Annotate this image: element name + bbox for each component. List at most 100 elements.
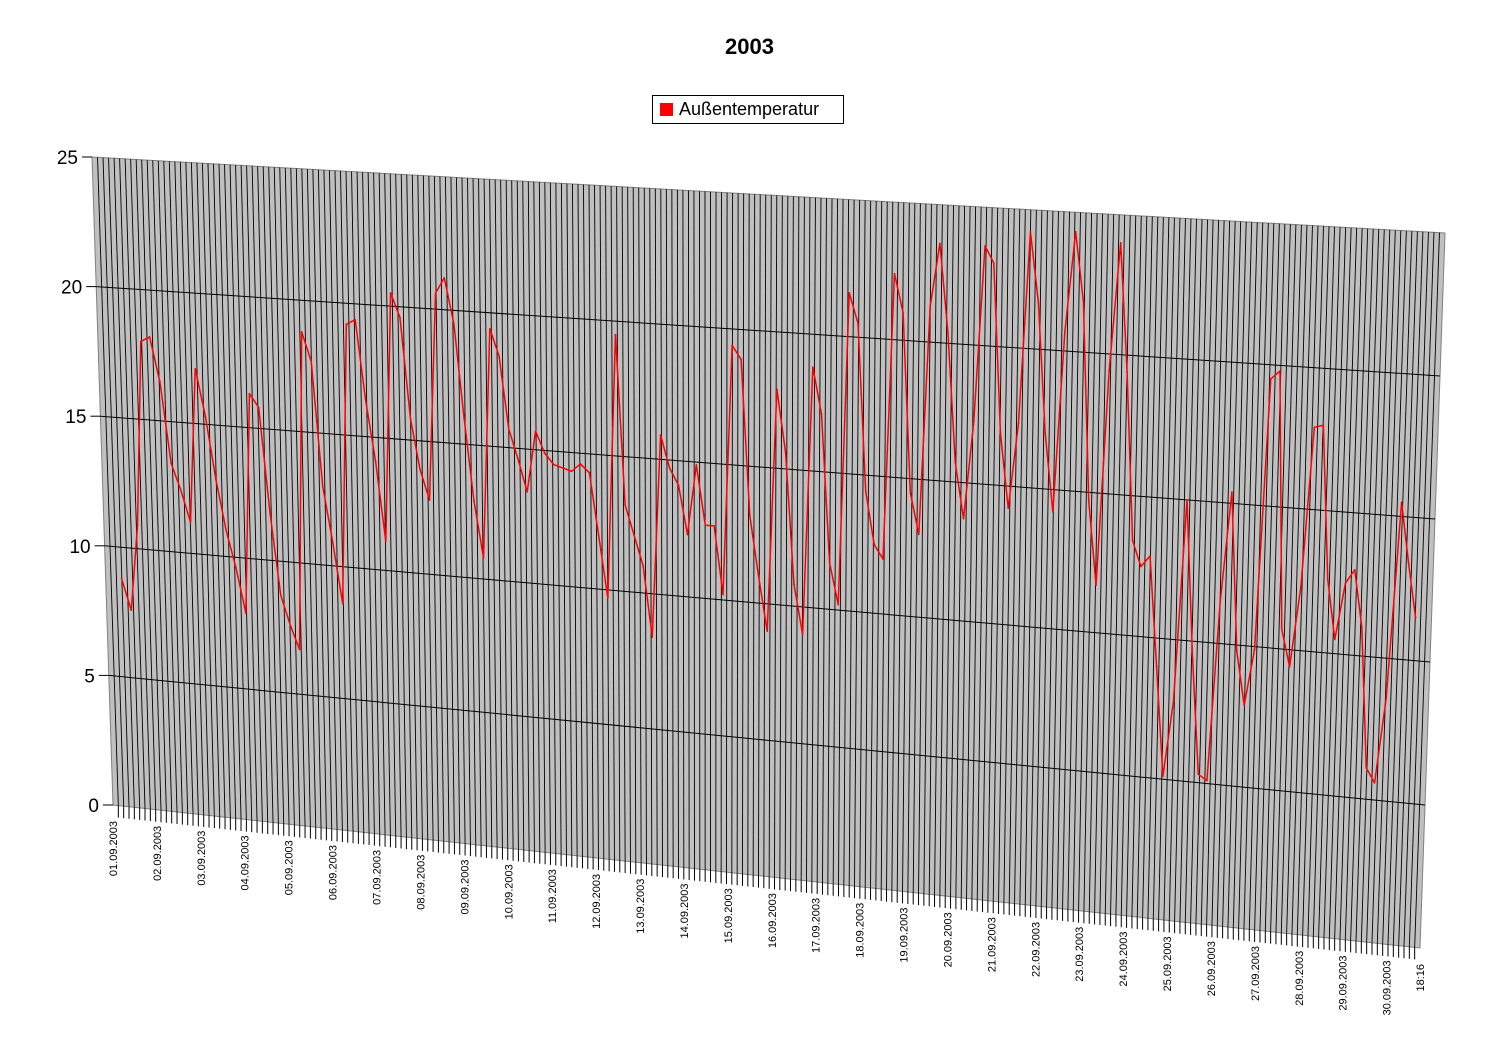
wall-stripe — [461, 177, 471, 845]
wall-stripe — [1355, 229, 1380, 942]
wall-stripe — [1403, 232, 1429, 947]
data-point — [1155, 665, 1158, 667]
data-point — [507, 428, 510, 430]
wall-stripe — [108, 157, 130, 807]
wall-stripe — [1158, 217, 1175, 920]
wall-stripe — [218, 164, 237, 819]
data-point — [257, 406, 260, 409]
data-point — [1017, 422, 1020, 424]
wall-stripe — [340, 170, 354, 832]
x-tick-label: 08.09.2003 — [415, 855, 427, 910]
wall-stripe — [859, 200, 866, 887]
wall-stripe — [1414, 232, 1440, 948]
wall-stripe — [998, 208, 1010, 902]
wall-stripe — [505, 180, 514, 849]
wall-stripe — [224, 164, 242, 820]
wall-stripe — [1078, 213, 1093, 911]
wall-stripe — [428, 175, 439, 841]
data-point — [561, 467, 564, 469]
wall-stripe — [806, 197, 811, 881]
gridline — [100, 415, 1436, 520]
wall-stripe — [97, 157, 119, 806]
data-point — [873, 543, 875, 546]
data-point — [389, 292, 392, 294]
wall-stripe — [822, 198, 827, 883]
data-point — [633, 534, 635, 537]
wall-stripe — [1232, 222, 1253, 928]
data-point — [893, 272, 896, 275]
data-point — [543, 452, 546, 454]
wall-stripe — [400, 174, 413, 838]
data-point — [686, 533, 689, 536]
x-tick-label: 27.09.2003 — [1250, 946, 1262, 1001]
data-point — [1353, 569, 1356, 571]
wall-stripe — [306, 169, 322, 828]
wall-stripe — [323, 170, 338, 830]
wall-stripe — [1392, 231, 1418, 946]
data-point — [204, 415, 207, 418]
x-tick-label: 16.09.2003 — [767, 893, 779, 948]
wall-stripe — [1339, 228, 1363, 940]
data-point — [624, 504, 626, 506]
wall-stripe — [854, 200, 861, 887]
wall-stripe — [577, 184, 583, 857]
wall-stripe — [902, 202, 910, 892]
wall-stripe — [1227, 221, 1247, 927]
wall-stripe — [516, 180, 525, 850]
wall-stripe — [1120, 215, 1137, 916]
data-point — [902, 311, 904, 314]
wall-stripe — [886, 201, 894, 890]
data-point — [1279, 370, 1281, 372]
wall-stripe — [422, 175, 434, 841]
wall-stripe — [1051, 211, 1065, 908]
data-point — [776, 388, 778, 390]
data-point — [1037, 301, 1040, 303]
wall-stripe — [747, 193, 750, 875]
data-point — [651, 636, 654, 638]
wall-stripe — [731, 192, 734, 873]
y-tick-label: 20 — [61, 278, 82, 299]
data-point — [1126, 371, 1128, 373]
wall-stripe — [966, 206, 977, 899]
wall-stripe — [1067, 212, 1081, 910]
wall-stripe — [800, 197, 805, 881]
wall-stripe — [279, 167, 295, 825]
wall-stripe — [907, 203, 916, 892]
data-point — [695, 464, 698, 466]
x-tick-label: 18.09.2003 — [855, 903, 867, 958]
data-point — [704, 524, 707, 526]
data-point — [642, 565, 644, 567]
chart-wall — [91, 156, 1446, 949]
data-point — [570, 470, 573, 473]
data-point — [434, 292, 437, 295]
data-point — [1064, 330, 1066, 333]
data-point — [857, 322, 859, 325]
data-point — [1373, 782, 1376, 784]
wall-stripe — [649, 188, 653, 864]
wall-stripe — [141, 159, 162, 811]
data-point — [864, 490, 867, 493]
wall-stripe — [1296, 225, 1319, 935]
data-point — [331, 541, 334, 543]
data-point — [597, 534, 600, 537]
wall-stripe — [1371, 230, 1396, 943]
data-point — [1326, 578, 1329, 580]
wall-stripe — [102, 157, 125, 807]
wall-stripe — [235, 165, 253, 821]
data-point — [972, 421, 975, 424]
wall-stripe — [643, 188, 647, 864]
wall-stripe — [610, 186, 615, 860]
data-point — [279, 594, 282, 597]
wall-stripe — [1275, 224, 1297, 933]
wall-stripe — [1286, 225, 1308, 934]
wall-stripe — [196, 162, 215, 817]
data-point — [848, 292, 851, 294]
data-point — [1400, 501, 1403, 503]
data-point — [399, 316, 401, 319]
wall-stripe — [676, 189, 679, 867]
wall-stripe — [268, 166, 285, 824]
x-tick-label: 14.09.2003 — [679, 883, 691, 938]
wall-stripe — [1046, 211, 1059, 908]
x-tick-label: 25.09.2003 — [1162, 936, 1174, 991]
wall-stripe — [179, 161, 199, 815]
